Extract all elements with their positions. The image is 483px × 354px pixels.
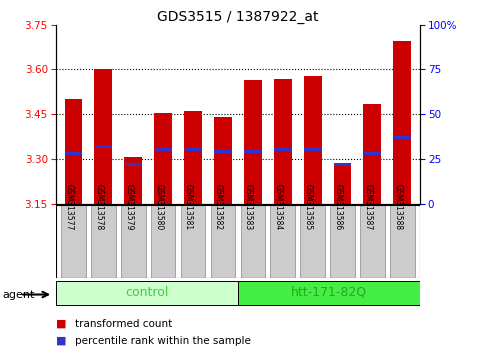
Bar [61,205,86,278]
Bar [360,205,384,278]
Text: GDS3515 / 1387922_at: GDS3515 / 1387922_at [157,10,319,24]
Bar [91,205,115,278]
Text: ■: ■ [56,319,66,329]
Text: GSM313584: GSM313584 [274,184,283,230]
Bar [393,41,411,204]
Bar [394,136,411,139]
Text: GSM313578: GSM313578 [94,184,103,230]
Bar [185,148,201,152]
Text: GSM313586: GSM313586 [333,184,342,230]
Bar [214,150,231,153]
Text: GSM313587: GSM313587 [363,184,372,230]
Text: ■: ■ [56,336,66,346]
Bar [125,163,142,166]
Bar [124,158,142,204]
Text: GSM313585: GSM313585 [304,184,313,230]
Bar [390,205,414,278]
Bar [274,79,292,204]
Bar [214,117,232,204]
Bar [304,148,321,152]
Bar [154,113,172,204]
Bar [244,150,261,153]
Bar [270,205,295,278]
Text: GSM313580: GSM313580 [154,184,163,230]
Bar [56,281,238,305]
Bar [121,205,145,278]
Bar [65,99,83,204]
Bar [334,163,352,204]
Bar [304,76,322,204]
Bar [151,205,175,278]
Bar [155,148,171,152]
Bar [94,69,113,204]
Bar [95,145,112,148]
Bar [184,110,202,204]
Text: percentile rank within the sample: percentile rank within the sample [75,336,251,346]
Bar [274,148,291,152]
Text: transformed count: transformed count [75,319,172,329]
Bar [363,104,382,204]
Text: GSM313582: GSM313582 [214,184,223,230]
Text: GSM313581: GSM313581 [184,184,193,230]
Bar [334,163,351,166]
Bar [181,205,205,278]
Text: agent: agent [2,290,35,299]
Bar [364,152,381,155]
Bar [241,205,265,278]
Bar [211,205,235,278]
Text: GSM313588: GSM313588 [393,184,402,230]
Text: htt-171-82Q: htt-171-82Q [291,286,367,299]
Text: GSM313577: GSM313577 [64,184,73,231]
Bar [330,205,355,278]
Bar [300,205,325,278]
Text: GSM313583: GSM313583 [244,184,253,230]
Bar [238,281,420,305]
Text: control: control [125,286,169,299]
Bar [244,80,262,204]
Bar [65,152,82,155]
Text: GSM313579: GSM313579 [124,184,133,231]
